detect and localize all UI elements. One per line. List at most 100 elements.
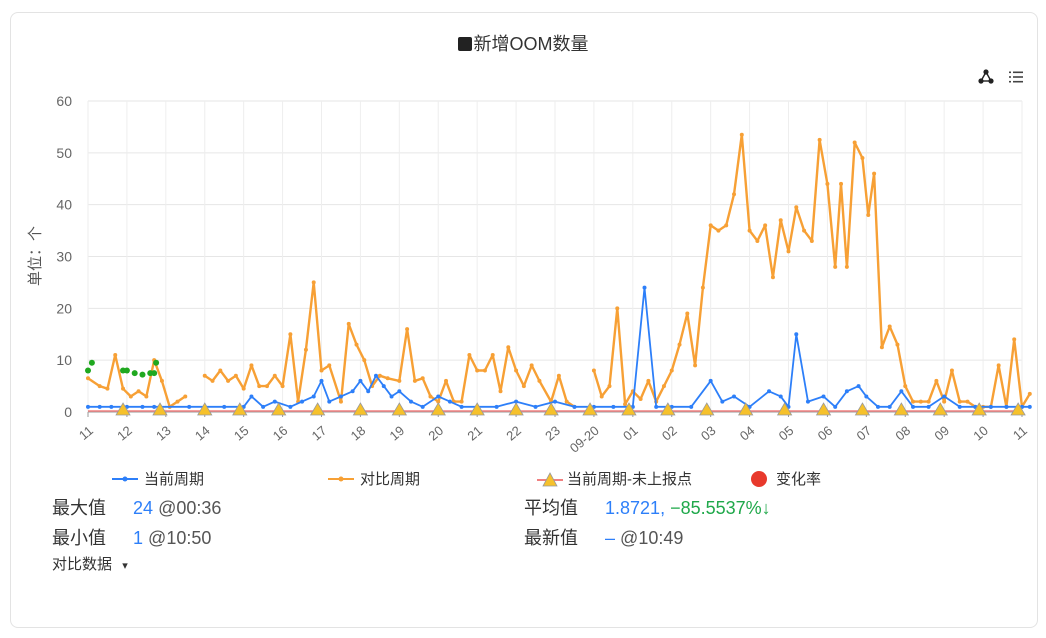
data-point-compare <box>436 399 441 404</box>
data-point-compare <box>693 363 698 368</box>
data-point-current <box>109 404 114 409</box>
data-point-compare <box>159 378 164 383</box>
missing-point-marker <box>508 402 524 416</box>
legend-rate-swatch <box>751 470 767 487</box>
data-point-compare <box>895 342 900 347</box>
change-rate-point <box>88 359 95 366</box>
data-point-compare <box>420 376 425 381</box>
stat-min-value: 1 <box>133 528 144 548</box>
data-point-current <box>821 394 826 399</box>
data-point-current <box>409 399 414 404</box>
missing-point-marker <box>309 402 326 416</box>
data-point-current <box>300 399 305 404</box>
compare-data-toggle[interactable]: 对比数据 ▾ <box>52 553 128 574</box>
data-point-compare <box>615 306 620 311</box>
data-point-current <box>942 394 947 399</box>
x-tick-label: 07 <box>854 423 875 444</box>
data-point-compare <box>802 228 807 233</box>
graph-icon[interactable] <box>977 68 995 86</box>
data-point-current <box>611 404 616 409</box>
data-point-compare <box>844 264 849 269</box>
data-point-compare <box>564 399 569 404</box>
legend-compare-label: 对比周期 <box>360 471 421 488</box>
data-point-current <box>887 404 892 409</box>
x-tick-label: 22 <box>503 423 524 444</box>
series-line-compare <box>87 133 1031 408</box>
chart-title: 新增OOM数量 <box>0 30 1046 56</box>
data-point-compare <box>685 311 690 316</box>
data-point-compare <box>233 373 238 378</box>
data-point-current <box>876 404 881 409</box>
change-rate-point <box>153 359 160 366</box>
legend-missing[interactable]: 当前周期-未上报点 <box>537 468 692 489</box>
data-point-compare <box>362 358 367 363</box>
graph-icon-svg <box>978 69 994 84</box>
stat-avg-value: 1.8721, <box>605 498 666 518</box>
x-tick-label: 02 <box>659 423 680 444</box>
list-icon[interactable] <box>1007 68 1025 86</box>
data-point-current <box>864 394 869 399</box>
x-tick-label: 21 <box>464 423 485 444</box>
data-point-current <box>957 404 962 409</box>
missing-point-marker <box>232 402 248 416</box>
data-point-compare <box>338 399 343 404</box>
data-point-current <box>911 404 916 409</box>
missing-point-marker <box>582 402 598 416</box>
legend-current-swatch <box>112 476 138 481</box>
legend-missing-label: 当前周期-未上报点 <box>567 471 692 488</box>
data-point-current <box>805 399 810 404</box>
data-point-compare <box>763 223 768 228</box>
chart-title-text: 新增OOM数量 <box>473 34 589 54</box>
change-rate-point <box>151 370 158 377</box>
data-point-compare <box>136 389 141 394</box>
data-point-current <box>778 394 783 399</box>
data-point-current <box>447 399 452 404</box>
data-point-current <box>794 332 799 337</box>
missing-point-marker <box>1010 402 1026 416</box>
data-point-current <box>187 404 192 409</box>
legend-compare[interactable]: 对比周期 <box>328 468 420 489</box>
data-point-compare <box>280 384 285 389</box>
x-tick-label: 03 <box>698 423 719 444</box>
legend-current[interactable]: 当前周期 <box>112 468 204 489</box>
x-tick-label: 17 <box>309 423 330 444</box>
missing-point-marker <box>469 402 485 416</box>
missing-point-marker <box>621 402 637 416</box>
x-tick-label: 13 <box>153 423 174 444</box>
missing-point-marker <box>115 402 131 416</box>
data-point-current <box>689 404 694 409</box>
legend-rate-label: 变化率 <box>776 471 822 488</box>
data-point-compare <box>202 373 207 378</box>
data-point-current <box>261 404 266 409</box>
data-point-current <box>420 404 425 409</box>
missing-point-marker <box>543 402 559 416</box>
stat-avg-change: −85.5537%↓ <box>670 498 771 518</box>
x-tick-label: 20 <box>425 423 446 444</box>
missing-point-marker <box>270 402 287 416</box>
stat-avg-label: 平均值 <box>524 498 578 518</box>
data-point-compare <box>1012 337 1017 342</box>
data-point-compare <box>272 373 277 378</box>
x-tick-label: 05 <box>776 423 797 444</box>
data-point-compare <box>428 394 433 399</box>
data-point-compare <box>911 399 916 404</box>
data-point-compare <box>918 399 923 404</box>
data-point-current <box>350 389 355 394</box>
data-point-compare <box>183 394 188 399</box>
x-tick-label: 11 <box>76 423 96 443</box>
data-point-compare <box>121 386 126 391</box>
x-tick-label: 01 <box>620 423 641 444</box>
data-point-compare <box>521 384 526 389</box>
data-point-compare <box>412 378 417 383</box>
data-point-compare <box>144 394 149 399</box>
x-tick-label: 12 <box>114 423 135 444</box>
data-point-compare <box>903 384 908 389</box>
data-point-compare <box>747 228 752 233</box>
data-point-compare <box>265 384 270 389</box>
legend-rate[interactable]: 变化率 <box>750 468 821 489</box>
data-point-current <box>833 404 838 409</box>
data-point-compare <box>288 332 293 337</box>
data-point-current <box>844 389 849 394</box>
missing-point-marker <box>699 402 715 416</box>
data-point-current <box>533 404 538 409</box>
